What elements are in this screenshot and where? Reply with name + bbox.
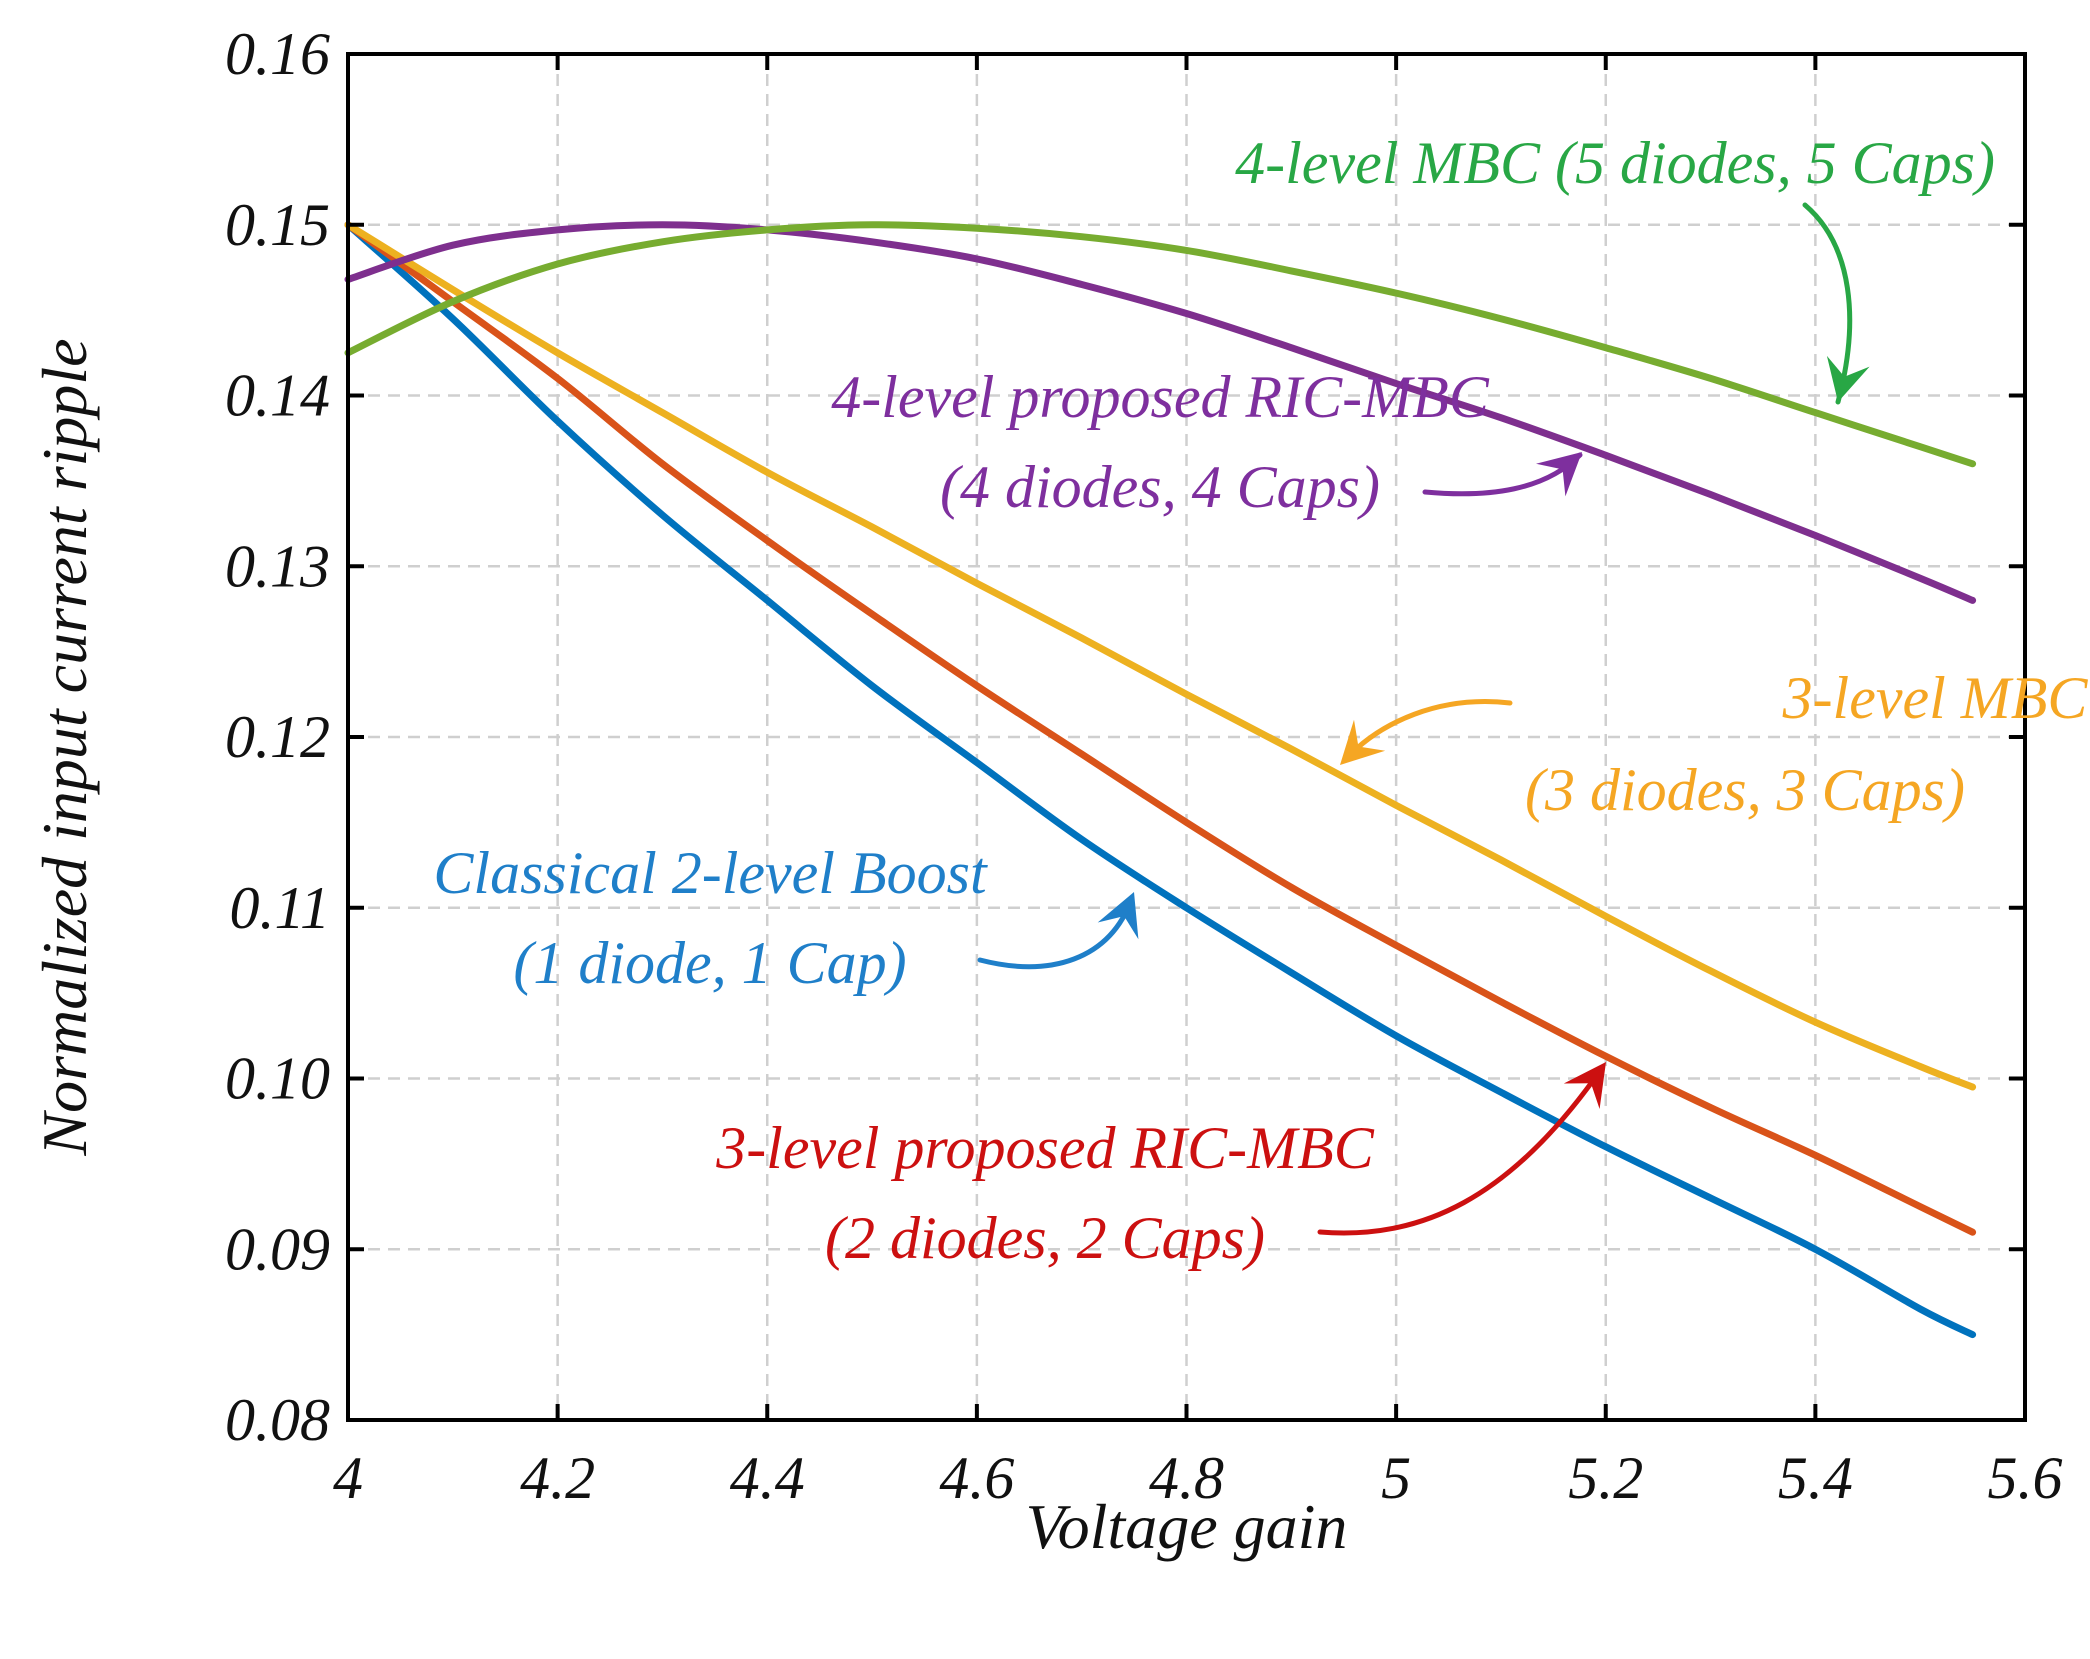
annotation-arrowhead-mbc3 [1340,719,1386,765]
annotation-arrowhead-classical [1097,892,1139,940]
series-line-mbc4 [344,221,1977,468]
annotation-label-classical-1: Classical 2-level Boost [433,840,988,906]
annotation-arrowhead-ric4 [1536,452,1582,497]
x-tick-label: 4.4 [730,1445,805,1511]
y-tick-label: 0.08 [225,1387,330,1453]
x-tick-label: 5.2 [1568,1445,1643,1511]
y-tick-label: 0.13 [225,533,330,599]
x-tick-labels: 4 4.2 4.4 4.6 4.8 5 5.2 5.4 5.6 [333,1445,2063,1511]
axis-ticks [346,52,2027,1422]
y-tick-label: 0.12 [225,704,330,770]
annotation-label-classical-2: (1 diode, 1 Cap) [513,930,906,996]
annotation-mbc4: 4-level MBC (5 diodes, 5 Caps) [1235,130,1995,405]
annotation-classical: Classical 2-level Boost (1 diode, 1 Cap) [433,840,1139,996]
y-axis-title: Normalized input current ripple [29,338,100,1156]
annotation-label-mbc3-2: (3 diodes, 3 Caps) [1525,757,1965,823]
series-lines [344,221,1977,1339]
annotation-arrow-mbc4 [1802,202,1853,405]
x-tick-label: 4 [333,1445,363,1511]
y-tick-label: 0.11 [229,875,330,941]
annotation-arrow-classical [977,895,1135,970]
y-tick-label: 0.10 [225,1046,330,1112]
annotation-label-mbc3-1: 3-level MBC [1782,665,2089,731]
x-tick-label: 5.6 [1988,1445,2063,1511]
series-line-mbc3 [344,221,1977,1091]
annotation-ric3: 3-level proposed RIC-MBC (2 diodes, 2 Cap… [715,1062,1606,1271]
annotation-ric4: 4-level proposed RIC-MBC (4 diodes, 4 Cap… [831,364,1583,520]
annotation-arrowhead-ric3 [1563,1062,1606,1109]
series-line-ric4 [344,221,1977,604]
annotation-arrow-ric3 [1317,1065,1605,1236]
annotation-mbc3: 3-level MBC (3 diodes, 3 Caps) [1340,665,2088,823]
annotation-label-ric3-2: (2 diodes, 2 Caps) [825,1205,1265,1271]
annotation-label-ric3-1: 3-level proposed RIC-MBC [715,1115,1375,1181]
annotation-label-mbc4-1: 4-level MBC (5 diodes, 5 Caps) [1235,130,1995,196]
x-tick-label: 5.4 [1778,1445,1853,1511]
x-tick-label: 5 [1381,1445,1411,1511]
y-tick-label: 0.14 [225,363,330,429]
grid-lines [348,54,2025,1420]
annotation-label-ric4-1: 4-level proposed RIC-MBC [831,364,1490,430]
annotation-label-ric4-2: (4 diodes, 4 Caps) [940,454,1380,520]
y-tick-label: 0.16 [225,21,330,87]
y-tick-labels: 0.08 0.09 0.10 0.11 0.12 0.13 0.14 0.15 0.16 [225,21,330,1453]
x-tick-label: 4.2 [520,1445,595,1511]
series-line-classical [344,221,1977,1339]
x-tick-label: 4.6 [939,1445,1014,1511]
series-line-ric3 [344,221,1977,1236]
x-tick-label: 4.8 [1149,1445,1224,1511]
x-axis-title: Voltage gain [1026,1491,1348,1562]
y-tick-label: 0.15 [225,192,330,258]
y-tick-label: 0.09 [225,1216,330,1282]
annotations: 4-level MBC (5 diodes, 5 Caps) 4-level pr… [433,130,2088,1271]
annotation-arrowhead-mbc4 [1826,355,1870,402]
